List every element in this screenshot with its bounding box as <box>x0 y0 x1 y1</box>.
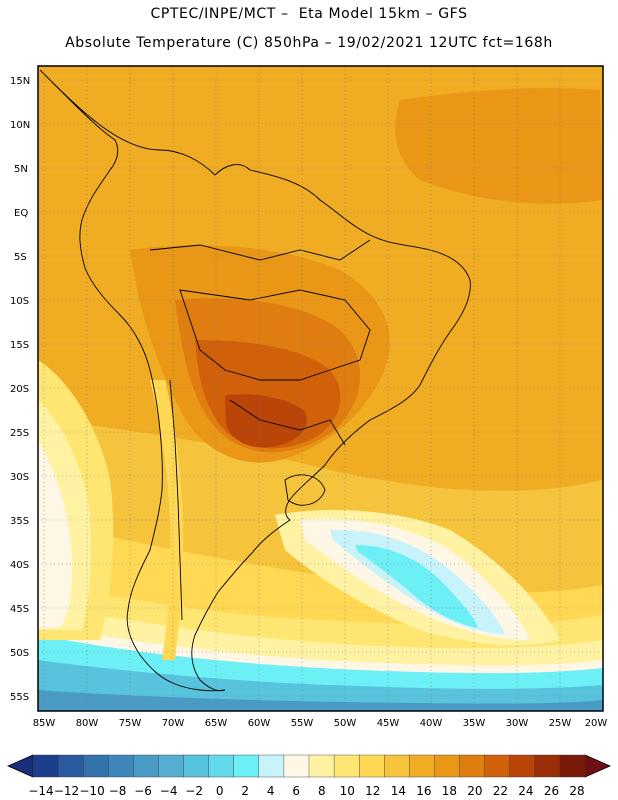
colorbar-cell <box>283 754 310 778</box>
colorbar-label: 4 <box>267 784 275 798</box>
colorbar-low-arrow <box>7 754 34 778</box>
colorbar-cell <box>158 754 185 778</box>
colorbar-label: 2 <box>241 784 249 798</box>
border-south <box>229 399 346 446</box>
south-america-coast <box>39 69 471 692</box>
lat-label: 50S <box>10 648 29 659</box>
band-neg4 <box>38 690 603 711</box>
lon-label: 20W <box>585 718 608 729</box>
andes-strip <box>150 380 184 660</box>
border-chile-argentina <box>169 379 183 621</box>
temperature-field <box>38 66 603 711</box>
atlantic-warm-18 <box>395 88 603 204</box>
colorbar-cell <box>82 754 109 778</box>
title-line-1: CPTEC/INPE/MCT – Eta Model 15km – GFS <box>150 6 468 22</box>
colorbar-label: 8 <box>318 784 326 798</box>
colorbar-cell <box>208 754 235 778</box>
colorbar-cell <box>384 754 410 778</box>
colorbar-label: 12 <box>365 784 380 798</box>
colorbar-cell <box>233 754 260 778</box>
colorbar-label: 26 <box>544 784 559 798</box>
colorbar-cell <box>358 754 385 778</box>
colorbar-label: 14 <box>391 784 406 798</box>
lat-label: 30S <box>10 472 29 483</box>
lat-label: 25S <box>10 428 29 439</box>
colorbar-label: 22 <box>493 784 508 798</box>
colorbar-cell <box>333 754 360 778</box>
lat-label: 10N <box>10 120 30 131</box>
colorbar: −14 −12 −10 −8 −6 −4 −2 0 2 4 6 8 10 12 14 16 18 20 22 24 26… <box>7 754 611 798</box>
colorbar-cell <box>559 754 586 778</box>
colorbar-label: 18 <box>442 784 457 798</box>
atlantic-cold-4 <box>355 545 478 628</box>
lon-label: 55W <box>291 718 314 729</box>
colorbar-high-arrow <box>584 754 611 778</box>
colorbar-label: −14 <box>28 784 53 798</box>
pacific-tongue-8 <box>38 440 73 628</box>
colorbar-cell <box>434 754 461 778</box>
colorbar-label: −2 <box>185 784 203 798</box>
latitude-labels: 15N 10N 5N EQ 5S 10S 15S 20S 25S 30S 35S… <box>10 76 30 703</box>
colorbar-cell <box>57 754 84 778</box>
lat-label: 35S <box>10 516 29 527</box>
lon-label: 30W <box>506 718 529 729</box>
lat-label: 5S <box>14 252 27 263</box>
warm-24 <box>225 394 307 448</box>
colorbar-cell <box>484 754 511 778</box>
lat-label: 45S <box>10 604 29 615</box>
lat-label: 10S <box>10 296 29 307</box>
colorbar-label: 20 <box>467 784 482 798</box>
colorbar-label: 24 <box>518 784 533 798</box>
lon-label: 45W <box>377 718 400 729</box>
lon-label: 75W <box>119 718 142 729</box>
colorbar-label: −10 <box>79 784 104 798</box>
colorbar-cell <box>409 754 435 778</box>
map-frame <box>37 65 604 712</box>
lon-label: 35W <box>463 718 486 729</box>
colorbar-label: −6 <box>134 784 152 798</box>
colorbar-cell <box>108 754 134 778</box>
lat-label: 20S <box>10 384 29 395</box>
lat-label: 40S <box>10 560 29 571</box>
lat-label: 5N <box>14 164 28 175</box>
lon-label: 80W <box>76 718 99 729</box>
colorbar-cell <box>258 754 285 778</box>
border-amazon <box>149 239 371 261</box>
lon-label: 50W <box>334 718 357 729</box>
lat-label: EQ <box>14 208 28 219</box>
lon-label: 25W <box>549 718 572 729</box>
lat-label: 15N <box>10 76 30 87</box>
lon-label: 65W <box>205 718 228 729</box>
coastlines <box>39 69 471 692</box>
colorbar-label: 0 <box>216 784 224 798</box>
border-bolivia-paraguay <box>179 289 371 381</box>
longitude-labels: 85W 80W 75W 70W 65W 60W 55W 50W 45W 40W … <box>33 718 608 729</box>
colorbar-cell <box>534 754 561 778</box>
colorbar-label: 6 <box>292 784 300 798</box>
colorbar-label: −12 <box>54 784 79 798</box>
colorbar-label: 10 <box>340 784 355 798</box>
rio-de-la-plata <box>284 474 326 506</box>
title-line-2: Absolute Temperature (C) 850hPa – 19/02/… <box>65 35 553 51</box>
colorbar-cell <box>183 754 210 778</box>
lon-label: 85W <box>33 718 56 729</box>
colorbar-cell <box>133 754 159 778</box>
colorbar-cell <box>32 754 59 778</box>
colorbar-cell <box>459 754 486 778</box>
lon-label: 40W <box>420 718 443 729</box>
lat-label: 15S <box>10 340 29 351</box>
colorbar-label: −4 <box>160 784 178 798</box>
colorbar-label: 28 <box>569 784 584 798</box>
colorbar-label: 16 <box>416 784 431 798</box>
lon-label: 60W <box>248 718 271 729</box>
colorbar-cell <box>509 754 536 778</box>
lon-label: 70W <box>162 718 185 729</box>
colorbar-label: −8 <box>109 784 127 798</box>
lat-label: 55S <box>10 692 29 703</box>
colorbar-cell <box>308 754 335 778</box>
